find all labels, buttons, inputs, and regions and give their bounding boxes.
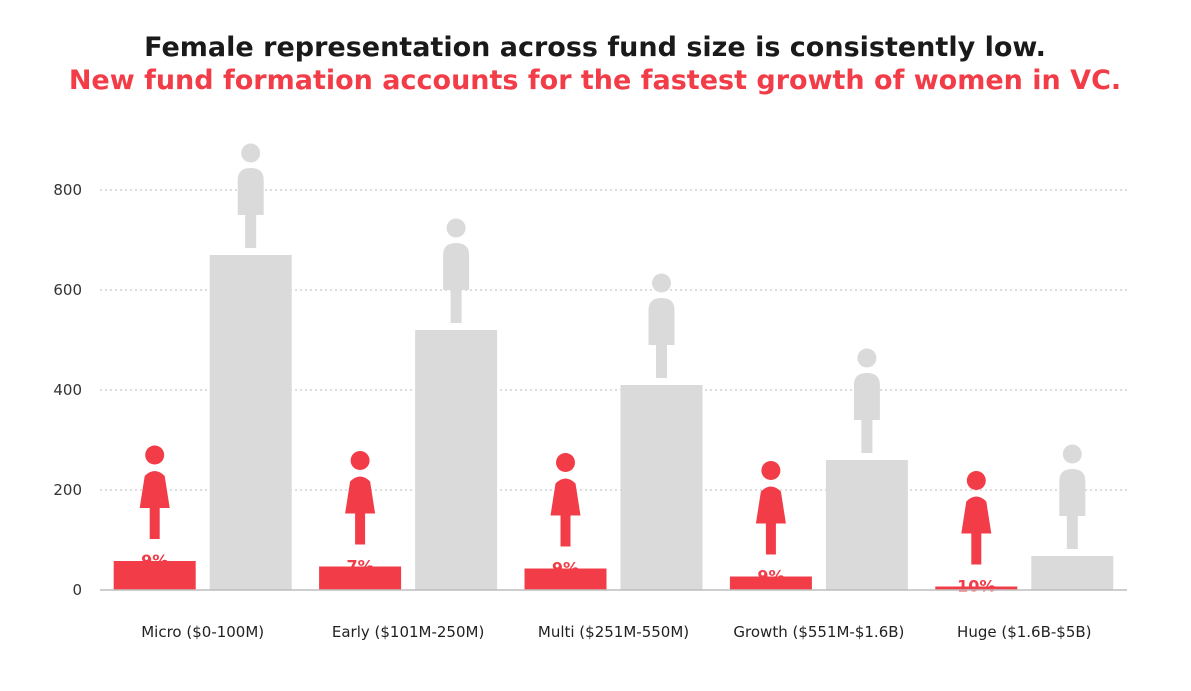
person-head xyxy=(857,348,877,368)
total-bar xyxy=(209,255,292,590)
category-label: Huge ($1.6B-$5B) xyxy=(957,623,1092,641)
y-tick-label: 200 xyxy=(53,481,82,499)
person-head xyxy=(350,451,370,470)
person-body xyxy=(345,476,376,514)
person-body xyxy=(853,373,880,420)
person-legs xyxy=(355,511,366,545)
category-label: Growth ($551M-$1.6B) xyxy=(733,623,904,641)
bars xyxy=(113,255,1114,590)
person-head xyxy=(652,273,671,293)
total-bar xyxy=(620,385,703,590)
person-icon xyxy=(237,143,264,248)
person-legs xyxy=(560,513,571,547)
y-tick-label: 800 xyxy=(53,181,82,199)
person-head xyxy=(966,471,986,490)
person-body xyxy=(237,168,264,215)
person-body xyxy=(1059,469,1086,516)
total-bar xyxy=(825,460,908,590)
percent-label: 9% xyxy=(141,551,168,570)
person-body xyxy=(139,471,170,508)
person-body xyxy=(961,496,992,534)
x-axis: Micro ($0-100M) Early ($101M-250M) Multi (… xyxy=(100,589,1127,641)
y-axis: 0 200 400 600 800 xyxy=(53,181,82,599)
female-bar xyxy=(935,586,1018,590)
y-tick-label: 600 xyxy=(53,281,82,299)
woman-icon xyxy=(345,451,376,545)
person-legs xyxy=(656,343,667,378)
person-body xyxy=(443,243,470,290)
person-legs xyxy=(149,506,160,539)
percent-label: 7% xyxy=(347,557,374,576)
person-legs xyxy=(450,288,462,323)
category-label: Multi ($251M-550M) xyxy=(538,623,689,641)
person-icon xyxy=(443,218,470,323)
person-legs xyxy=(245,213,257,248)
person-icon xyxy=(648,273,675,378)
total-bar xyxy=(415,330,498,590)
woman-icon xyxy=(139,445,170,539)
person-head xyxy=(145,445,165,465)
person-icon xyxy=(1059,444,1086,549)
person-head xyxy=(241,143,261,163)
female-bar xyxy=(729,576,812,590)
percent-label: 9% xyxy=(757,567,784,586)
category-label: Micro ($0-100M) xyxy=(141,623,264,641)
person-head xyxy=(556,453,575,472)
woman-icon xyxy=(550,453,581,547)
y-tick-label: 400 xyxy=(53,381,82,399)
y-tick-label: 0 xyxy=(72,581,82,599)
person-legs xyxy=(971,531,982,565)
percent-label: 10% xyxy=(957,577,995,596)
female-bar xyxy=(113,561,196,590)
person-body xyxy=(550,478,581,516)
icons xyxy=(139,143,1086,565)
person-legs xyxy=(861,418,873,453)
chart-subtitle: New fund formation accounts for the fast… xyxy=(69,65,1121,96)
person-body xyxy=(755,486,786,524)
total-bar xyxy=(1031,556,1114,590)
woman-icon xyxy=(961,471,992,565)
woman-icon xyxy=(755,461,786,555)
category-label: Early ($101M-250M) xyxy=(332,623,484,641)
person-body xyxy=(648,298,675,345)
person-head xyxy=(761,461,781,480)
person-icon xyxy=(853,348,880,453)
chart-title: Female representation across fund size i… xyxy=(144,32,1046,63)
female-bar xyxy=(319,566,402,590)
female-bar xyxy=(524,568,607,590)
person-legs xyxy=(1066,514,1078,549)
person-legs xyxy=(765,521,776,555)
percent-label: 9% xyxy=(552,559,579,578)
person-head xyxy=(446,218,466,238)
person-head xyxy=(1062,444,1082,464)
